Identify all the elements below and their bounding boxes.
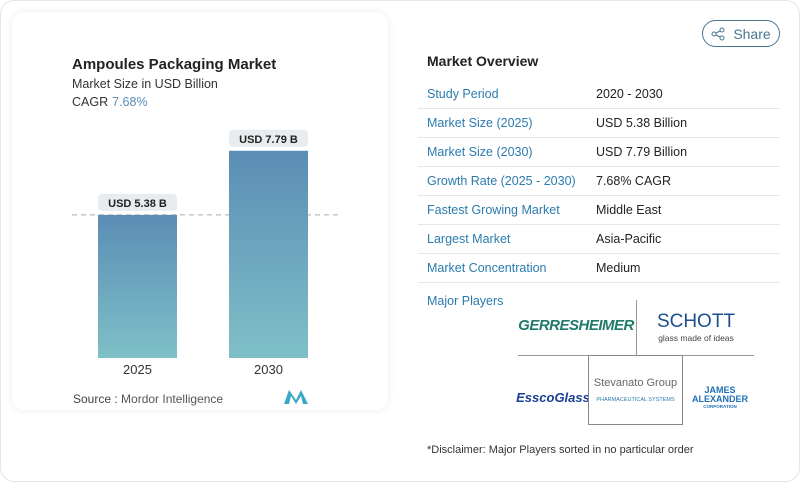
cagr-label: CAGR — [72, 95, 109, 109]
row-value: Asia-Pacific — [596, 232, 662, 246]
overview-row: Largest Market Asia-Pacific — [418, 225, 780, 254]
data-label-bg — [98, 193, 177, 211]
x-tick-label: 2025 — [123, 362, 152, 377]
row-label: Market Concentration — [427, 261, 547, 275]
row-label: Largest Market — [427, 232, 511, 246]
row-value: Medium — [596, 261, 641, 275]
row-value: Middle East — [596, 203, 662, 217]
chart-subtitle: Market Size in USD Billion — [72, 77, 218, 91]
share-label: Share — [733, 25, 771, 42]
schott-logo: SCHOTT glass made of ideas — [656, 311, 736, 343]
data-label: USD 5.38 B — [108, 198, 167, 210]
row-value: 7.68% CAGR — [596, 174, 672, 188]
overview-row: Market Concentration Medium — [418, 254, 780, 283]
source: Source : Mordor Intelligence — [73, 392, 223, 406]
james-alexander-logo: JAMES ALEXANDER CORPORATION — [691, 384, 748, 409]
chart-card — [12, 12, 388, 410]
row-value: USD 7.79 Billion — [596, 145, 688, 159]
row-label: Fastest Growing Market — [427, 203, 560, 217]
cagr: CAGR 7.68% — [72, 95, 148, 109]
row-value: 2020 - 2030 — [596, 87, 663, 101]
source-label: Source : — [73, 392, 118, 406]
esscoglass-logo: EsscoGlass — [516, 389, 590, 405]
share-button[interactable]: Share — [702, 20, 780, 47]
bar-2025 — [98, 214, 177, 358]
row-value: USD 5.38 Billion — [596, 116, 688, 130]
bar-chart: USD 5.38 B 2025 USD 7.79 B 2030 — [72, 129, 338, 377]
mordor-logo-icon — [284, 390, 308, 404]
source-value: Mordor Intelligence — [121, 392, 224, 406]
overview-row: Market Size (2030) USD 7.79 Billion — [418, 138, 780, 167]
major-players-label: Major Players — [427, 294, 504, 308]
row-label: Market Size (2030) — [427, 145, 533, 159]
cagr-value: 7.68% — [112, 95, 148, 109]
share-icon — [711, 27, 725, 40]
bar-2030 — [229, 150, 308, 358]
x-tick-label: 2030 — [254, 362, 283, 377]
gerresheimer-logo: GERRESHEIMER — [518, 316, 634, 334]
row-label: Market Size (2025) — [427, 116, 533, 130]
stevanato-logo: Stevanato Group PHARMACEUTICAL SYSTEMS — [588, 355, 683, 425]
overview-row: Growth Rate (2025 - 2030) 7.68% CAGR — [418, 167, 780, 196]
disclaimer: *Disclaimer: Major Players sorted in no … — [427, 444, 694, 456]
row-label: Growth Rate (2025 - 2030) — [427, 174, 576, 188]
data-label: USD 7.79 B — [239, 134, 298, 146]
chart-title: Ampoules Packaging Market — [72, 56, 277, 73]
row-label: Study Period — [427, 87, 499, 101]
overview-row: Market Size (2025) USD 5.38 Billion — [418, 109, 780, 138]
data-label-bg — [229, 129, 308, 147]
overview-title: Market Overview — [427, 53, 539, 69]
overview-row: Fastest Growing Market Middle East — [418, 196, 780, 225]
overview-row: Study Period 2020 - 2030 — [418, 80, 780, 109]
